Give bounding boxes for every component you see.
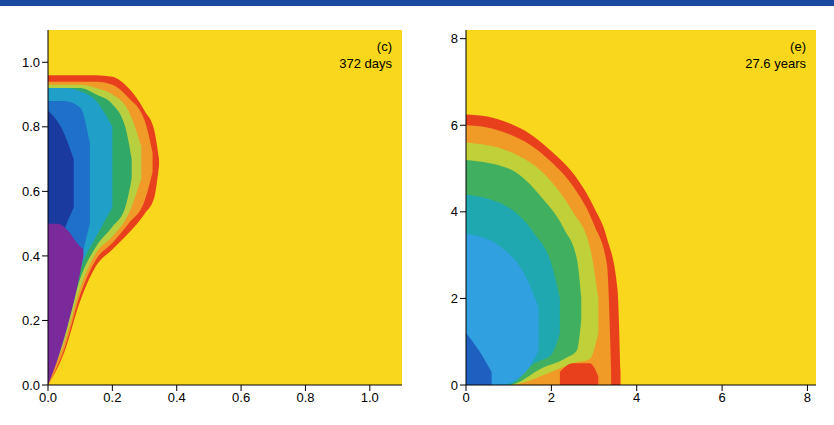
svg-text:0.8: 0.8 xyxy=(296,390,314,405)
svg-text:6: 6 xyxy=(718,390,725,405)
svg-text:0: 0 xyxy=(451,378,458,393)
svg-text:0.6: 0.6 xyxy=(22,184,40,199)
svg-text:2: 2 xyxy=(451,291,458,306)
html-text:(c): (c) xyxy=(376,39,392,54)
svg-text:1.0: 1.0 xyxy=(22,55,40,70)
svg-text:4: 4 xyxy=(633,390,640,405)
svg-text:0.4: 0.4 xyxy=(22,249,40,264)
svg-text:0.6: 0.6 xyxy=(232,390,250,405)
svg-text:8: 8 xyxy=(804,390,811,405)
html-text:372 days: 372 days xyxy=(339,56,392,71)
svg-text:0.2: 0.2 xyxy=(22,313,40,328)
svg-text:8: 8 xyxy=(451,31,458,46)
html-text:(e): (e) xyxy=(790,39,806,54)
html-text:27.6 years: 27.6 years xyxy=(745,56,806,71)
svg-text:4: 4 xyxy=(451,204,458,219)
svg-text:0.2: 0.2 xyxy=(103,390,121,405)
svg-text:0.0: 0.0 xyxy=(39,390,57,405)
svg-text:0: 0 xyxy=(462,390,469,405)
svg-text:6: 6 xyxy=(451,118,458,133)
svg-text:1.0: 1.0 xyxy=(361,390,379,405)
svg-text:0.4: 0.4 xyxy=(168,390,186,405)
svg-text:0.8: 0.8 xyxy=(22,119,40,134)
svg-text:2: 2 xyxy=(548,390,555,405)
svg-text:0.0: 0.0 xyxy=(22,378,40,393)
